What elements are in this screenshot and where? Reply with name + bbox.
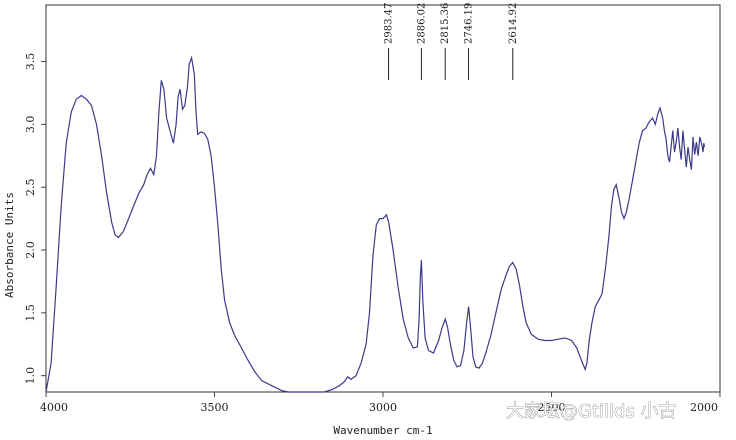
x-tick-label: 3500 <box>201 401 229 414</box>
y-tick-label: 2.5 <box>24 178 37 196</box>
peak-label: 2983.47 <box>384 3 395 44</box>
x-axis: 4000 3500 3000 2500 2000 <box>40 392 721 414</box>
y-tick-label: 3.5 <box>24 53 37 70</box>
peak-label: 2886.02 <box>416 3 427 44</box>
y-tick-label: 1.0 <box>24 367 37 385</box>
peak-annotations: 2983.47 2886.02 2815.36 2746.19 2614.92 <box>384 3 519 80</box>
x-tick-label: 2000 <box>690 401 718 414</box>
watermark-text: 大家坛@Gtillds 小古 <box>506 401 677 422</box>
y-tick-label: 1.5 <box>24 304 37 322</box>
y-tick-label: 2.0 <box>24 241 37 259</box>
absorbance-series-line <box>45 55 706 393</box>
y-axis-title: Absorbance Units <box>3 192 16 298</box>
y-tick-label: 3.0 <box>24 116 37 134</box>
peak-label: 2746.19 <box>464 3 475 44</box>
y-axis: 1.0 1.5 2.0 2.5 3.0 3.5 <box>24 53 46 385</box>
x-tick-label: 3000 <box>369 401 397 414</box>
x-tick-label: 2500 <box>538 401 566 414</box>
peak-label: 2815.36 <box>440 3 451 44</box>
x-axis-title: Wavenumber cm-1 <box>333 424 432 437</box>
x-tick-label: 4000 <box>40 401 68 414</box>
peak-label: 2614.92 <box>508 3 519 44</box>
